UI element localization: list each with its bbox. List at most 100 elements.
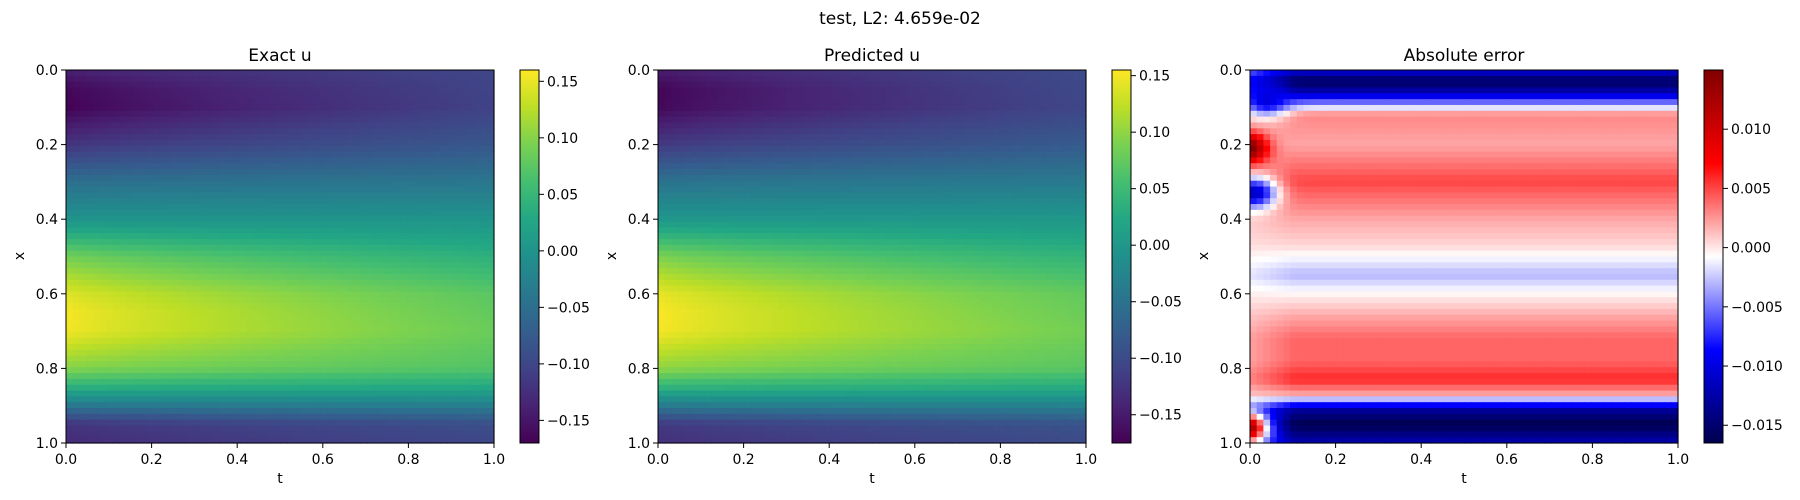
heatmap-cell xyxy=(366,145,375,153)
heatmap-cell xyxy=(112,233,121,240)
heatmap-cell xyxy=(213,93,221,100)
heatmap-cell xyxy=(186,338,194,345)
heatmap-cell xyxy=(166,134,174,141)
heatmap-cell xyxy=(333,279,341,287)
heatmap-cell xyxy=(972,116,980,124)
heatmap-cell xyxy=(958,139,967,147)
heatmap-cell xyxy=(112,413,121,421)
heatmap-cell xyxy=(938,139,947,147)
heatmap-cell xyxy=(738,110,746,118)
heatmap-cell xyxy=(925,122,933,129)
heatmap-cell xyxy=(99,425,107,432)
heatmap-cell xyxy=(905,122,913,129)
heatmap-cell xyxy=(166,262,174,269)
heatmap-cell xyxy=(280,163,288,170)
heatmap-cell xyxy=(99,384,107,392)
heatmap-cell xyxy=(487,221,495,228)
heatmap-cell xyxy=(440,209,448,217)
heatmap-cell xyxy=(253,116,261,124)
heatmap-cell xyxy=(92,239,101,246)
heatmap-cell xyxy=(487,297,495,304)
heatmap-cell xyxy=(1032,139,1040,147)
heatmap-cell xyxy=(259,297,268,304)
heatmap-cell xyxy=(106,268,114,275)
heatmap-cell xyxy=(366,134,375,141)
heatmap-cell xyxy=(460,81,468,89)
heatmap-cell xyxy=(340,110,348,118)
heatmap-cell xyxy=(684,110,693,118)
colorbar-tick-label: 0.10 xyxy=(547,131,578,147)
heatmap-cell xyxy=(66,349,74,357)
heatmap-cell xyxy=(206,180,214,188)
heatmap-cell xyxy=(447,390,455,397)
heatmap-cell xyxy=(407,227,415,234)
heatmap-cell xyxy=(86,93,94,100)
heatmap-cell xyxy=(360,308,368,316)
heatmap-cell xyxy=(199,308,208,316)
heatmap-cell xyxy=(487,239,495,246)
heatmap-cell xyxy=(758,116,766,124)
heatmap-cell xyxy=(698,116,706,124)
heatmap-cell xyxy=(1045,93,1054,100)
heatmap-cell xyxy=(360,122,368,129)
heatmap-cell xyxy=(858,93,866,100)
heatmap-cell xyxy=(126,180,134,188)
heatmap-cell xyxy=(173,81,181,89)
heatmap-cell xyxy=(818,128,826,135)
heatmap-cell xyxy=(480,233,488,240)
heatmap-cell xyxy=(698,110,706,118)
heatmap-cell xyxy=(925,128,933,135)
heatmap-cell xyxy=(159,256,167,263)
heatmap-cell xyxy=(106,373,114,380)
heatmap-cell xyxy=(898,128,907,135)
heatmap-cell xyxy=(892,139,900,147)
heatmap-cell xyxy=(473,104,482,112)
heatmap-cell xyxy=(66,204,74,211)
heatmap-cell xyxy=(79,326,87,333)
heatmap-cell xyxy=(393,402,401,409)
heatmap-cell xyxy=(152,163,161,170)
heatmap-cell xyxy=(818,139,826,147)
heatmap-cell xyxy=(366,139,375,147)
heatmap-cell xyxy=(905,104,913,112)
heatmap-cell xyxy=(805,75,813,83)
heatmap-cell xyxy=(259,256,268,263)
heatmap-cell xyxy=(273,262,281,269)
heatmap-cell xyxy=(246,215,254,223)
heatmap-cell xyxy=(146,244,154,252)
heatmap-cell xyxy=(79,338,87,345)
heatmap-cell xyxy=(126,425,134,432)
heatmap-cell xyxy=(1072,99,1080,106)
heatmap-cell xyxy=(79,75,87,83)
heatmap-cell xyxy=(1005,128,1014,135)
heatmap-cell xyxy=(72,256,80,263)
heatmap-cell xyxy=(433,338,442,345)
heatmap-cell xyxy=(420,419,428,427)
heatmap-cell xyxy=(366,326,375,333)
heatmap-cell xyxy=(678,75,686,83)
heatmap-cell xyxy=(326,244,335,252)
heatmap-cell xyxy=(286,361,294,368)
heatmap-cell xyxy=(246,419,254,427)
heatmap-cell xyxy=(965,93,973,100)
heatmap-cell xyxy=(1025,116,1034,124)
heatmap-cell xyxy=(487,128,495,135)
heatmap-cell xyxy=(400,297,408,304)
heatmap-cell xyxy=(233,233,241,240)
heatmap-cell xyxy=(460,145,468,153)
heatmap-cell xyxy=(905,75,913,83)
heatmap-cell xyxy=(440,268,448,275)
heatmap-cell xyxy=(72,87,80,94)
heatmap-cell xyxy=(711,110,719,118)
heatmap-cell xyxy=(72,378,80,386)
heatmap-cell xyxy=(346,198,355,205)
heatmap-cell xyxy=(925,87,933,94)
heatmap-cell xyxy=(360,116,368,124)
heatmap-cell xyxy=(233,128,241,135)
heatmap-cell xyxy=(173,378,181,386)
heatmap-cell xyxy=(173,157,181,164)
heatmap-cell xyxy=(159,70,167,77)
heatmap-cell xyxy=(112,239,121,246)
heatmap-cell xyxy=(360,93,368,100)
heatmap-cell xyxy=(239,198,248,205)
